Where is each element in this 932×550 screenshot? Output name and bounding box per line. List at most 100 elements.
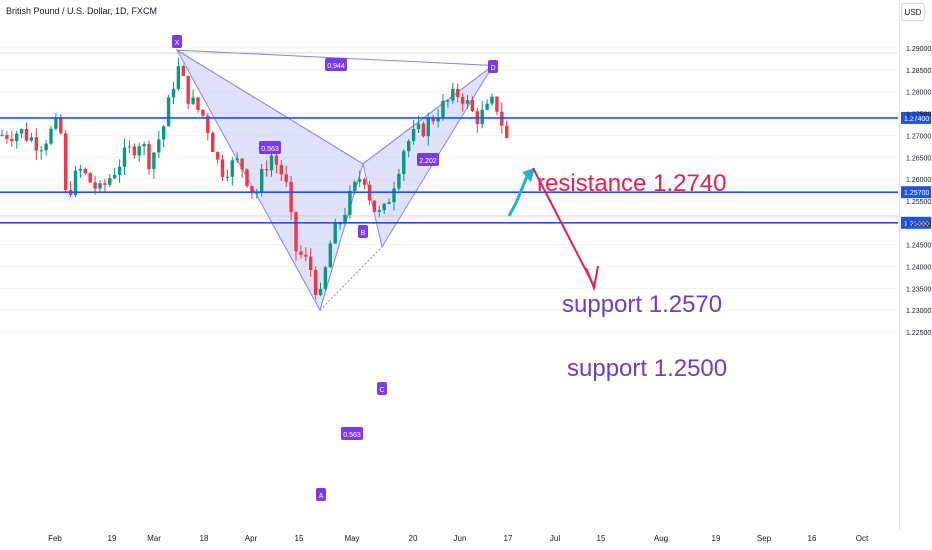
candle-body xyxy=(59,117,63,134)
candle-body xyxy=(122,147,127,167)
ratio-label: 0.563 xyxy=(343,432,361,439)
candle-body xyxy=(137,146,141,156)
candle-body xyxy=(411,129,416,142)
candle-body xyxy=(470,100,475,112)
candle-body xyxy=(83,168,87,174)
time-tick-label: 15 xyxy=(597,534,606,543)
candle-body xyxy=(88,173,92,183)
point-label-x: X xyxy=(175,40,180,47)
arrow-down-line xyxy=(532,167,595,287)
price-tick-label: 1.24000 xyxy=(906,265,931,272)
candle-body xyxy=(142,144,146,147)
price-tick-label: 1.27500 xyxy=(906,112,931,119)
price-tick-label: 1.28000 xyxy=(906,90,931,97)
price-level-badge xyxy=(901,111,931,124)
candle-body xyxy=(460,96,465,104)
time-tick-label: Jun xyxy=(454,534,467,543)
candle-body xyxy=(201,109,205,116)
point-label-c: C xyxy=(379,387,384,394)
candle-body xyxy=(284,174,288,182)
currency-button[interactable]: USD xyxy=(901,3,925,21)
candle-body xyxy=(103,183,107,185)
time-tick-label: 17 xyxy=(504,534,513,543)
candle-body xyxy=(495,96,499,112)
time-tick-label: 16 xyxy=(808,534,817,543)
candle-body xyxy=(240,158,244,170)
point-label-a-bg xyxy=(316,488,326,501)
time-tick-label: 19 xyxy=(712,534,721,543)
candle-body xyxy=(0,135,4,137)
candle-body xyxy=(113,174,117,179)
price-axis: 1.29000 1.28500 1.28000 1.27500 1.27000 1.265… xyxy=(906,46,931,337)
ratio-label: 0.563 xyxy=(261,146,279,153)
candle-body xyxy=(98,183,102,189)
candle-body xyxy=(54,117,58,129)
candle-body xyxy=(333,223,337,244)
candle-body xyxy=(34,137,38,151)
price-level-badge xyxy=(901,186,931,199)
candle-body xyxy=(328,243,332,268)
candle-body xyxy=(343,214,347,224)
time-tick-label: 19 xyxy=(108,534,117,543)
candle-body xyxy=(407,141,411,152)
annotations: resistance 1.2740 support 1.2570 support 1… xyxy=(537,170,727,382)
arrow-up-head xyxy=(522,168,535,182)
candle-body xyxy=(191,97,195,104)
price-tick-label: 1.22500 xyxy=(906,330,931,337)
price-tick-label: 1.23500 xyxy=(906,286,931,293)
price-tick-label: 1.25000 xyxy=(906,221,931,228)
candle-body xyxy=(456,88,460,97)
support-annotation-2: support 1.2500 xyxy=(567,355,727,382)
ratio-label-bg xyxy=(341,427,363,440)
candle-body xyxy=(387,202,391,204)
price-level-badge-label: 1.25700 xyxy=(904,190,929,197)
candle-body xyxy=(181,66,185,76)
candle-body xyxy=(264,169,269,171)
candle-body xyxy=(348,190,352,215)
time-tick-label: May xyxy=(344,534,359,543)
candle-body xyxy=(255,192,259,194)
candle-body xyxy=(235,158,239,161)
candle-body xyxy=(372,200,377,212)
candle-body xyxy=(211,133,215,152)
candle-body xyxy=(309,256,313,271)
candle-body xyxy=(147,144,151,170)
price-tick-label: 1.24500 xyxy=(906,243,931,250)
candle-body xyxy=(362,179,367,185)
time-tick-label: 18 xyxy=(200,534,209,543)
candle-body xyxy=(299,251,303,255)
price-tick-label: 1.25500 xyxy=(906,199,931,206)
candle-body xyxy=(353,181,357,191)
time-tick-label: Mar xyxy=(147,534,161,543)
price-tick-label: 1.28500 xyxy=(906,68,931,75)
symbol-title: British Pound / U.S. Dollar, 1D, FXCM xyxy=(6,6,158,16)
candle-body xyxy=(323,267,328,289)
candle-body xyxy=(64,133,68,190)
candle-body xyxy=(377,210,381,212)
candle-body xyxy=(480,109,484,124)
candle-body xyxy=(465,100,470,104)
candle-body xyxy=(318,288,323,295)
grid xyxy=(0,47,898,333)
price-level-badge xyxy=(901,216,931,229)
pattern-triangle-xab xyxy=(175,48,364,312)
candle-body xyxy=(166,97,171,127)
time-tick-label: Aug xyxy=(654,534,668,543)
candle-body xyxy=(127,146,132,148)
price-tick-label: 1.23000 xyxy=(906,308,931,315)
projection-arrows xyxy=(507,167,599,292)
candle-body xyxy=(220,159,225,177)
candle-body xyxy=(5,135,9,139)
candle-body xyxy=(431,118,435,122)
support-annotation-1: support 1.2570 xyxy=(562,291,722,318)
time-tick-label: Oct xyxy=(856,534,869,543)
candle-body xyxy=(397,173,401,189)
resistance-annotation: resistance 1.2740 xyxy=(537,170,726,197)
price-levels: 1.27400 1.25700 1.25000 xyxy=(0,111,931,229)
candle-body xyxy=(39,150,43,152)
price-level-badge-label: 1.25000 xyxy=(904,221,929,228)
xd-line xyxy=(176,49,494,66)
candle-body xyxy=(157,139,161,153)
candle-body xyxy=(441,100,445,119)
